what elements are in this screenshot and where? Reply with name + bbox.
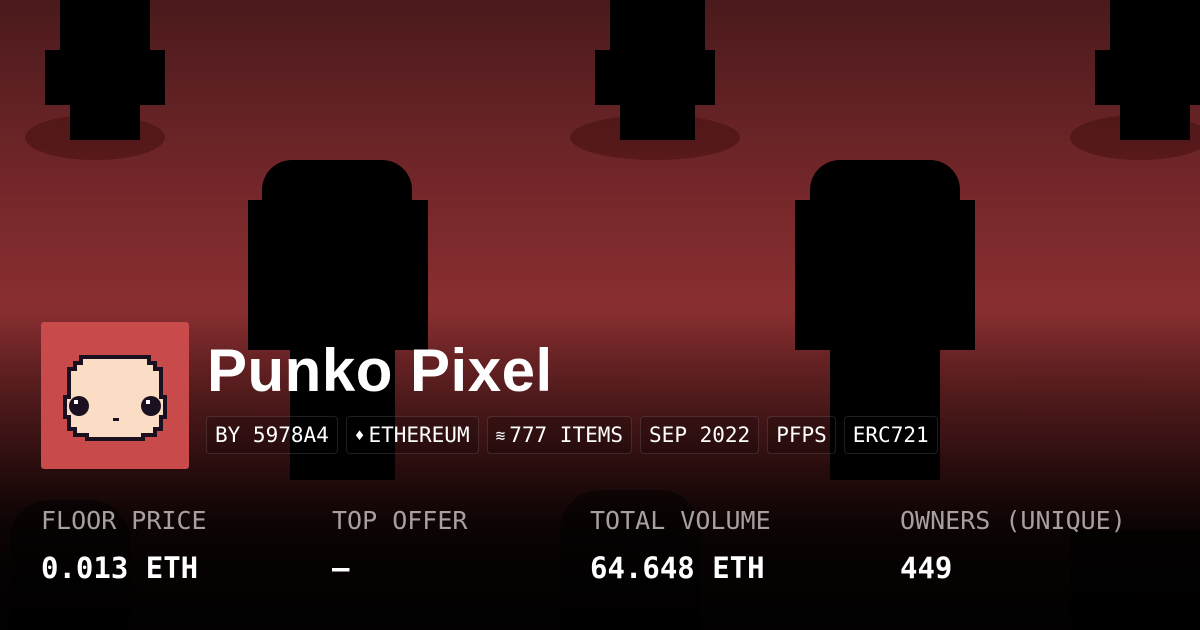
category-label: PFPS	[776, 423, 827, 447]
stat-value: –	[332, 551, 350, 585]
creator-label: BY 5978A4	[215, 423, 329, 447]
items-label: 777 ITEMS	[509, 423, 624, 447]
stat-value: 0.013 ETH	[41, 551, 199, 585]
standard-tag: ERC721	[843, 416, 938, 454]
stat-value: 449	[900, 551, 953, 585]
items-tag: ≋ 777 ITEMS	[486, 416, 633, 454]
date-tag: SEP 2022	[640, 416, 760, 454]
stat-label: TOTAL VOLUME	[590, 506, 771, 535]
stat-owners: OWNERS (UNIQUE) 449	[900, 506, 1126, 585]
stat-label: OWNERS (UNIQUE)	[900, 506, 1126, 535]
ethereum-icon: ♦	[354, 425, 365, 445]
collection-tags: BY 5978A4 ♦ ETHEREUM ≋ 777 ITEMS SEP 2022 …	[206, 416, 938, 454]
stat-value: 64.648 ETH	[590, 551, 765, 585]
chain-tag: ♦ ETHEREUM	[345, 416, 479, 454]
creator-tag[interactable]: BY 5978A4	[206, 416, 338, 454]
stat-label: TOP OFFER	[332, 506, 468, 535]
stat-floor-price: FLOOR PRICE 0.013 ETH	[41, 506, 207, 585]
chain-label: ETHEREUM	[368, 423, 470, 447]
collection-avatar	[41, 322, 189, 469]
stat-total-volume: TOTAL VOLUME 64.648 ETH	[590, 506, 771, 585]
standard-label: ERC721	[852, 423, 929, 447]
punk-face-icon	[63, 355, 167, 441]
date-label: SEP 2022	[649, 423, 751, 447]
layers-icon: ≋	[495, 425, 506, 445]
category-tag: PFPS	[767, 416, 836, 454]
stat-top-offer: TOP OFFER –	[332, 506, 467, 585]
stat-label: FLOOR PRICE	[41, 506, 207, 535]
collection-title: Punko Pixel	[207, 337, 553, 404]
